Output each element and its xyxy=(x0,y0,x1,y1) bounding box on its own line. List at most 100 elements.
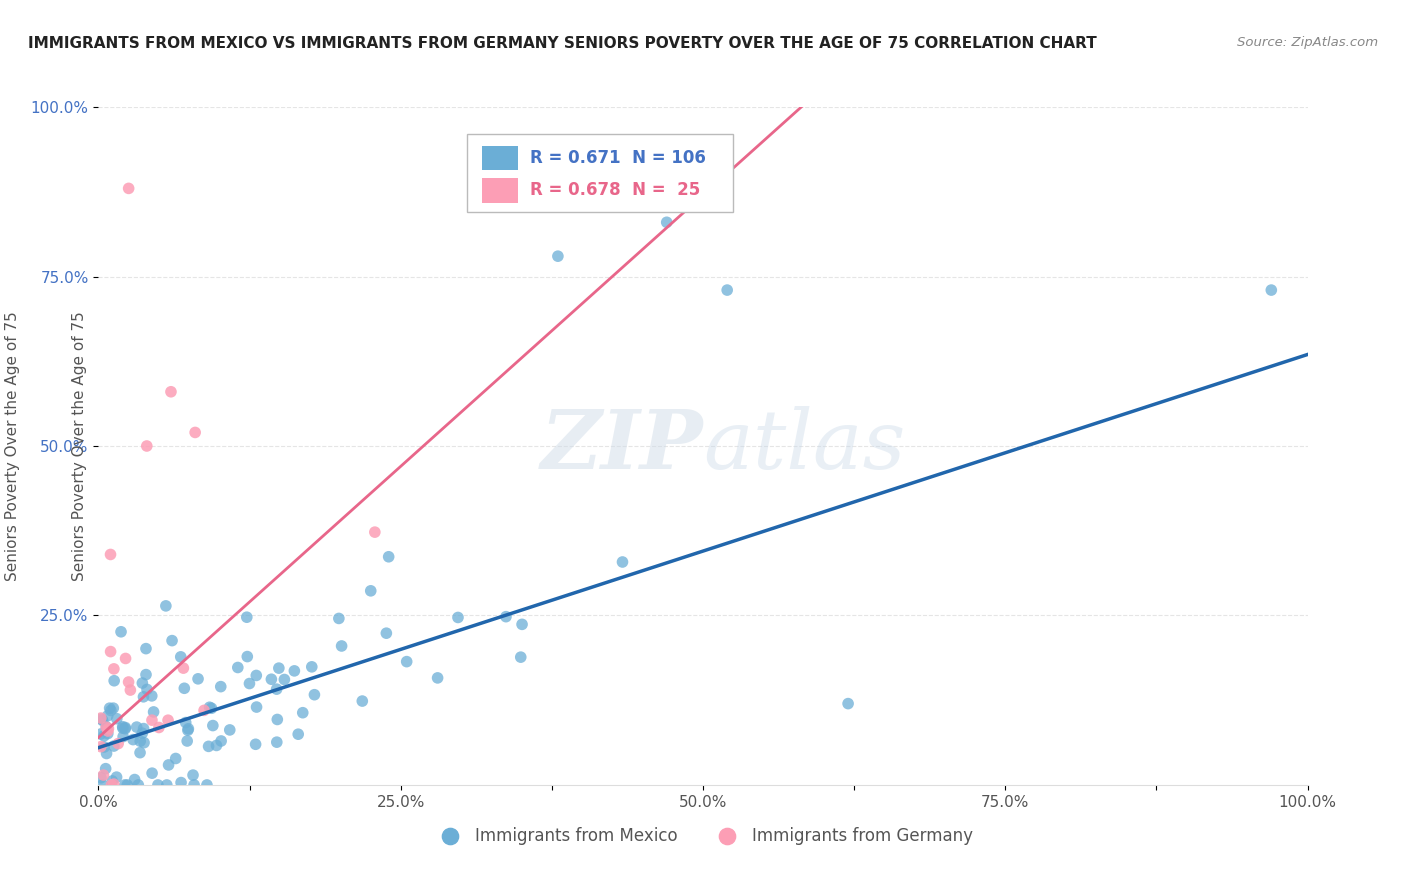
Point xyxy=(183,778,205,792)
Point xyxy=(131,676,153,690)
Point xyxy=(238,676,260,690)
Point xyxy=(510,617,533,632)
Point xyxy=(375,626,398,640)
Point xyxy=(184,425,207,440)
Point xyxy=(100,704,122,718)
Point xyxy=(127,778,149,792)
Point xyxy=(100,548,122,562)
Point xyxy=(291,706,314,720)
Point xyxy=(97,708,120,723)
Legend: Immigrants from Mexico, Immigrants from Germany: Immigrants from Mexico, Immigrants from … xyxy=(426,820,980,851)
Point xyxy=(283,664,305,678)
Point xyxy=(245,737,267,751)
Point xyxy=(426,671,449,685)
Point xyxy=(90,727,112,741)
Point xyxy=(200,701,222,715)
Point xyxy=(132,690,155,704)
Point xyxy=(273,673,295,687)
Point xyxy=(93,739,115,754)
Point xyxy=(90,739,112,754)
Point xyxy=(170,775,193,789)
Point xyxy=(117,778,139,792)
Point xyxy=(364,525,387,540)
Point xyxy=(160,384,183,399)
Point xyxy=(266,735,288,749)
Point xyxy=(101,774,124,789)
Point xyxy=(181,768,204,782)
Point xyxy=(114,651,136,665)
Point xyxy=(655,215,678,229)
Y-axis label: Seniors Poverty Over the Age of 75: Seniors Poverty Over the Age of 75 xyxy=(72,311,87,581)
Point xyxy=(114,722,136,736)
Point xyxy=(193,703,215,717)
Point xyxy=(170,649,193,664)
Point xyxy=(201,718,224,732)
Point xyxy=(176,734,198,748)
Point xyxy=(301,660,323,674)
Point xyxy=(112,730,135,744)
Point xyxy=(495,609,517,624)
Point xyxy=(97,726,120,740)
Point xyxy=(509,650,531,665)
Point xyxy=(287,727,309,741)
Point xyxy=(100,644,122,658)
Point xyxy=(132,736,155,750)
Point xyxy=(90,712,112,726)
Point xyxy=(157,713,180,727)
Point xyxy=(94,762,117,776)
Point xyxy=(103,673,125,688)
Y-axis label: Seniors Poverty Over the Age of 75: Seniors Poverty Over the Age of 75 xyxy=(4,311,20,581)
Point xyxy=(148,721,170,735)
Point xyxy=(91,714,114,728)
Point xyxy=(136,682,159,697)
Point xyxy=(110,624,132,639)
Point xyxy=(267,661,290,675)
Point xyxy=(98,701,121,715)
Point xyxy=(245,668,267,682)
Point xyxy=(100,778,122,792)
Point xyxy=(547,249,569,263)
Point xyxy=(97,722,120,736)
Point xyxy=(141,689,163,703)
Point xyxy=(146,778,169,792)
Point xyxy=(837,697,859,711)
Text: atlas: atlas xyxy=(703,406,905,486)
Point xyxy=(612,555,634,569)
Point xyxy=(90,711,112,725)
Point xyxy=(96,747,118,761)
Point xyxy=(172,661,194,675)
Text: ZIP: ZIP xyxy=(540,406,703,486)
Point xyxy=(105,712,128,726)
Point xyxy=(103,777,125,791)
Point xyxy=(198,700,221,714)
Point xyxy=(360,583,382,598)
Point xyxy=(195,778,218,792)
Point xyxy=(131,726,153,740)
Point xyxy=(105,770,128,784)
Point xyxy=(125,720,148,734)
Point xyxy=(97,723,120,738)
Point xyxy=(174,715,197,730)
Point xyxy=(177,723,200,738)
Point xyxy=(122,732,145,747)
Point xyxy=(120,683,142,698)
Point xyxy=(330,639,353,653)
Point xyxy=(114,778,136,792)
Point xyxy=(160,633,183,648)
Point xyxy=(236,610,259,624)
FancyBboxPatch shape xyxy=(482,178,517,202)
Point xyxy=(266,682,288,697)
Point xyxy=(209,680,232,694)
Text: R = 0.678  N =  25: R = 0.678 N = 25 xyxy=(530,181,700,200)
Point xyxy=(157,758,180,772)
Point xyxy=(114,721,136,735)
Text: Source: ZipAtlas.com: Source: ZipAtlas.com xyxy=(1237,36,1378,49)
Point xyxy=(197,739,219,754)
Point xyxy=(141,766,163,780)
Point xyxy=(205,739,228,753)
Point xyxy=(111,720,134,734)
Point xyxy=(260,672,283,686)
Point xyxy=(117,675,139,690)
Point xyxy=(107,737,129,751)
Point xyxy=(124,772,146,787)
